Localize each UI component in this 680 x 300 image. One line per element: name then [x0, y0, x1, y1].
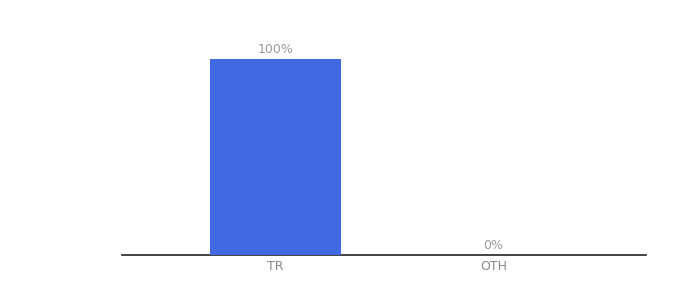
Bar	[209, 59, 341, 255]
Text: 100%: 100%	[257, 44, 293, 56]
Text: 0%: 0%	[483, 239, 503, 252]
